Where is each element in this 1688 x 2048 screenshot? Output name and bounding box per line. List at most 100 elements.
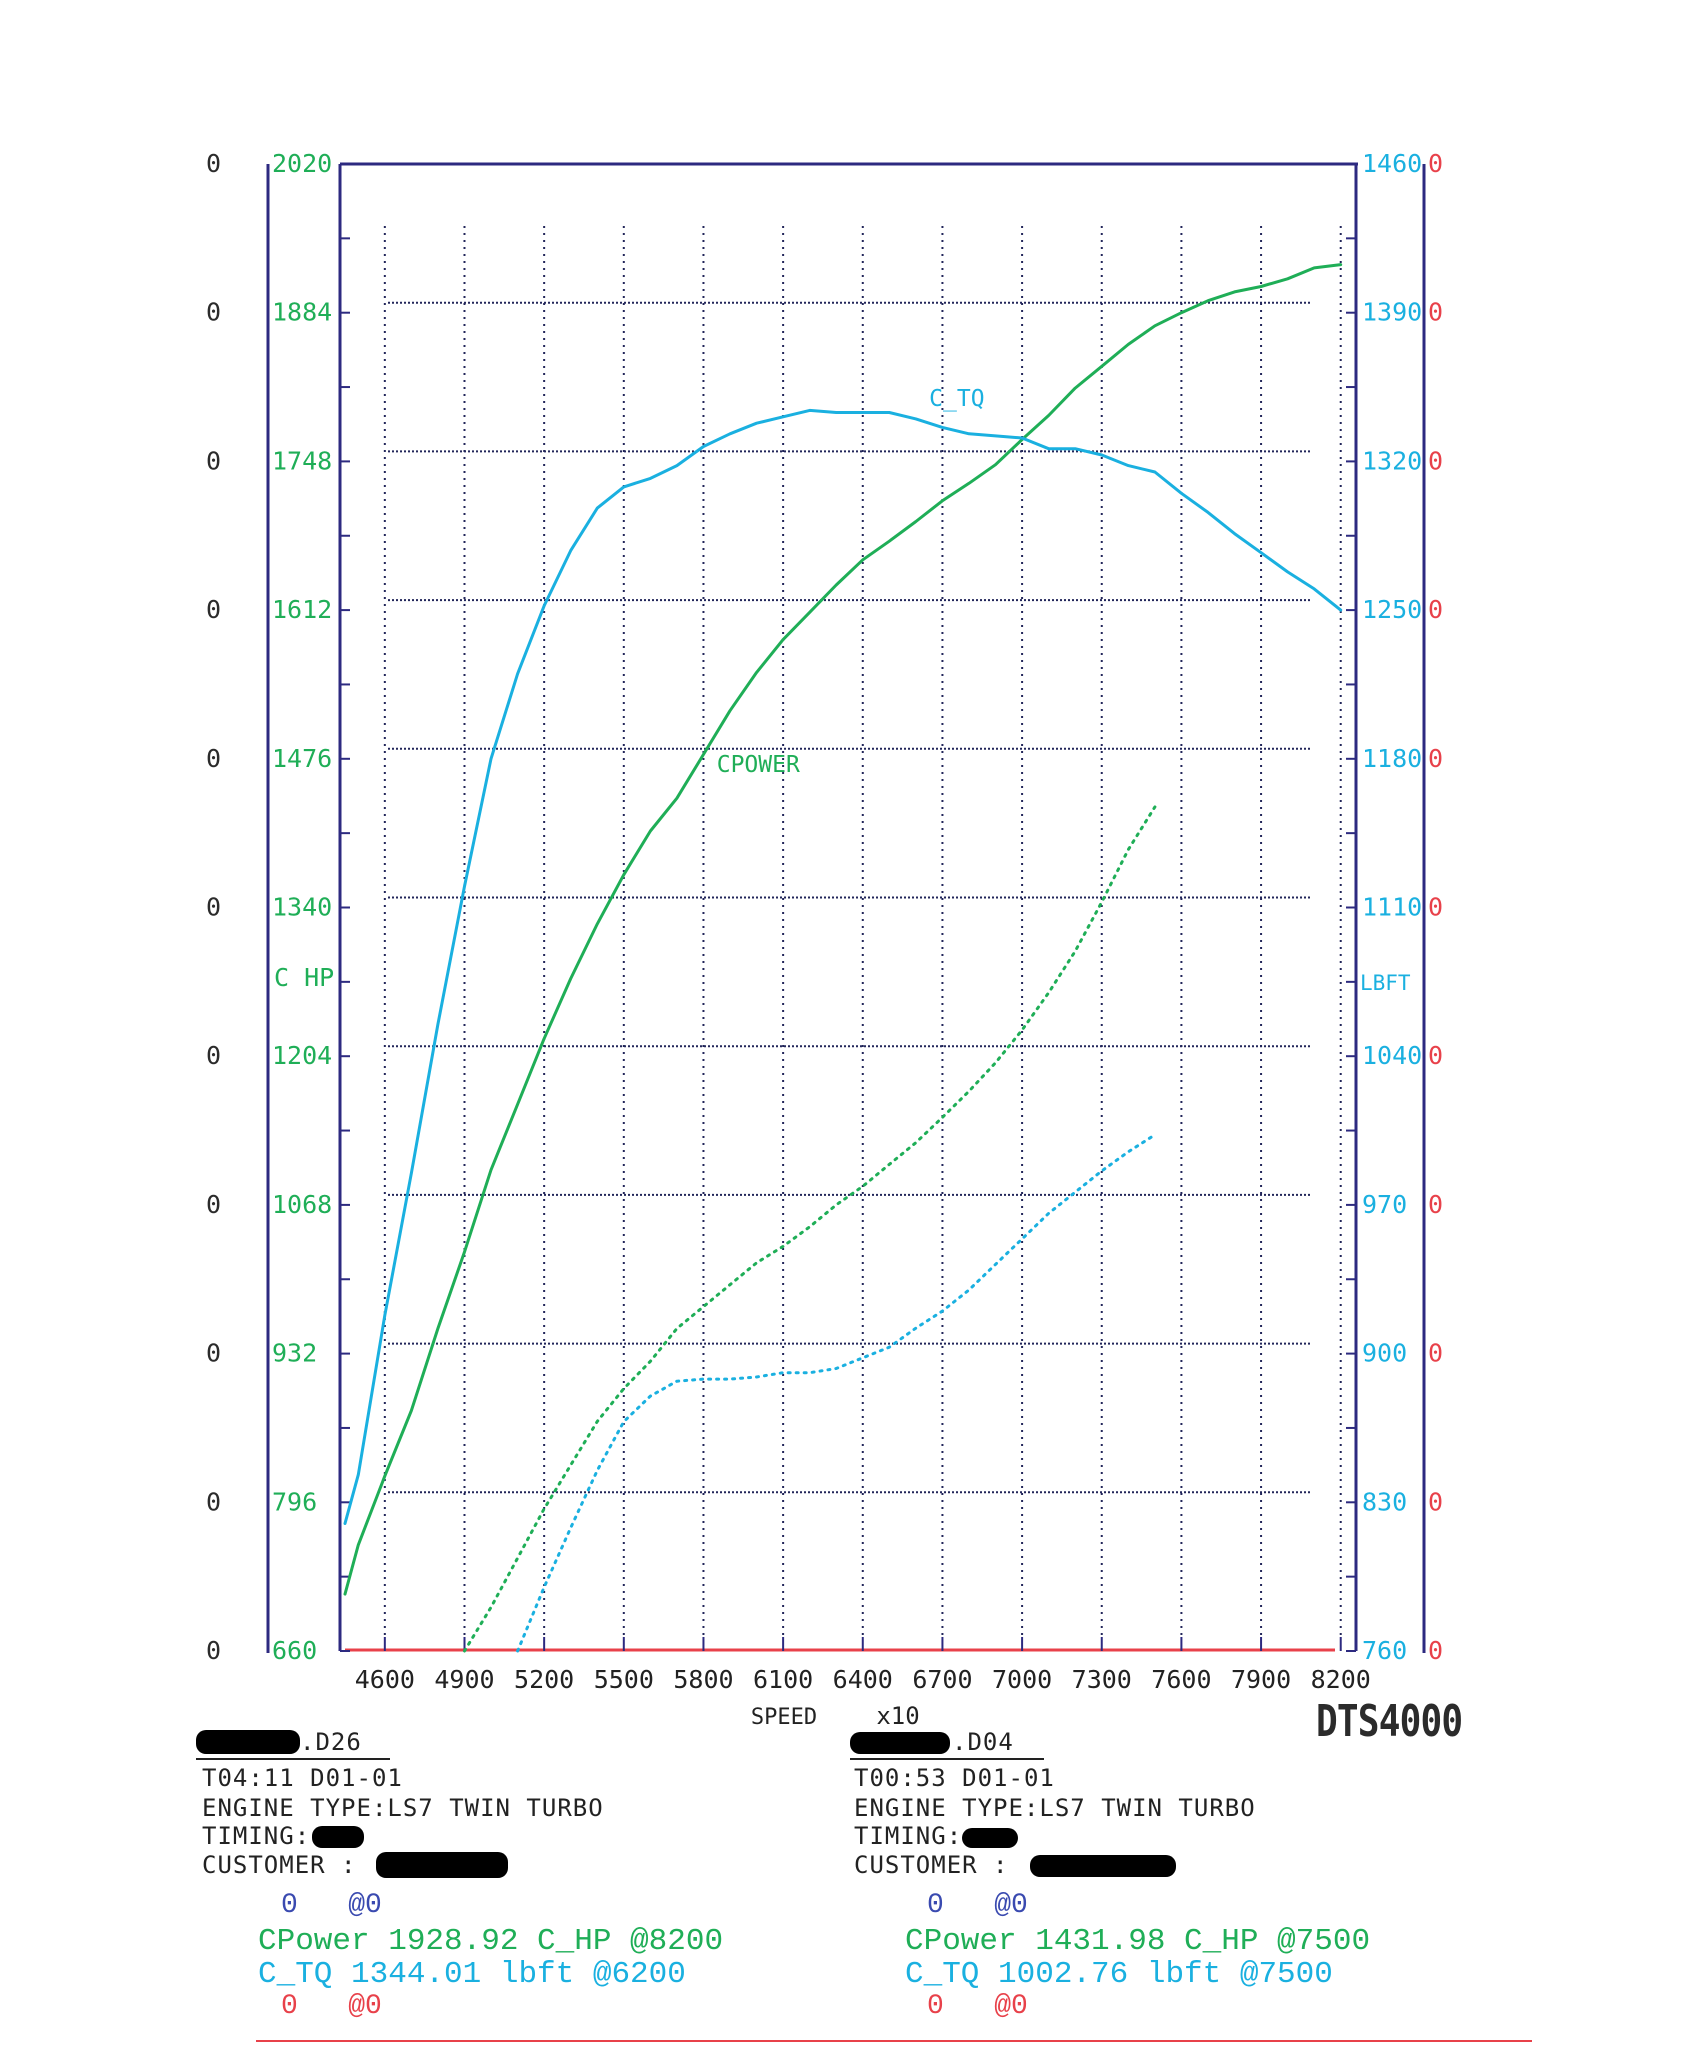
right-tick-label: 760	[1362, 1636, 1407, 1665]
left-tick-label: 932	[272, 1339, 317, 1368]
series-line-cpower-solid	[343, 263, 1343, 1596]
run-2-red-line: 0 @0	[927, 1991, 1028, 2022]
run-1-red-line: 0 @0	[281, 1991, 382, 2022]
run-1-engine-value: LS7 TWIN TURBO	[387, 1794, 604, 1822]
x-tick-label: 7600	[1151, 1665, 1211, 1694]
right-tick-label: 900	[1362, 1339, 1407, 1368]
redaction-mark	[376, 1852, 508, 1878]
redaction-mark	[850, 1732, 950, 1754]
x-tick-label: 4900	[434, 1665, 494, 1694]
run-2-time: T00:53 D01-01	[854, 1764, 1055, 1792]
run-1-engine-label: ENGINE TYPE:	[202, 1794, 388, 1822]
run-1-engine: ENGINE TYPE:LS7 TWIN TURBO	[202, 1794, 604, 1822]
redaction-mark	[1030, 1855, 1176, 1877]
grid-lines	[383, 226, 1342, 1640]
redaction-mark	[962, 1828, 1018, 1848]
x-tick-label: 8200	[1311, 1665, 1371, 1694]
left-zero-label: 0	[206, 744, 221, 773]
run-2-engine-value: LS7 TWIN TURBO	[1039, 1794, 1256, 1822]
run-1-file-underline	[196, 1758, 390, 1760]
left-zero-label: 0	[206, 595, 221, 624]
left-zero-label: 0	[206, 446, 221, 475]
series-group	[343, 263, 1343, 1653]
redaction-mark	[196, 1730, 300, 1754]
right-zero-label: 0	[1428, 1636, 1443, 1665]
run-1-timing: TIMING:	[202, 1822, 311, 1850]
x-tick-label: 6700	[912, 1665, 972, 1694]
right-zero-label: 0	[1428, 149, 1443, 178]
run-2-power-result: CPower 1431.98 C_HP @7500	[905, 1924, 1371, 1959]
run-2-engine: ENGINE TYPE:LS7 TWIN TURBO	[854, 1794, 1256, 1822]
left-axis-label: C HP	[274, 963, 334, 992]
run-2-blue-line: 0 @0	[927, 1890, 1028, 1921]
model-label: DTS4000	[1316, 1696, 1463, 1747]
left-tick-label: 1340	[272, 893, 332, 922]
right-zero-label: 0	[1428, 298, 1443, 327]
right-zero-label: 0	[1428, 744, 1443, 773]
left-zero-label: 0	[206, 149, 221, 178]
series-line-c-tq-solid	[343, 408, 1343, 1525]
run-2-file-underline	[850, 1758, 1044, 1760]
right-zero-label: 0	[1428, 1041, 1443, 1070]
right-zero-label: 0	[1428, 1190, 1443, 1219]
left-tick-label: 1612	[272, 595, 332, 624]
left-zero-label: 0	[206, 893, 221, 922]
left-tick-label: 1884	[272, 298, 332, 327]
x-tick-label: 5800	[673, 1665, 733, 1694]
x-tick-label: 6400	[833, 1665, 893, 1694]
right-axis-label: LBFT	[1360, 971, 1411, 995]
annotation-label: C_TQ	[929, 386, 984, 412]
x-tick-label: 4600	[355, 1665, 415, 1694]
right-tick-label: 1180	[1362, 744, 1422, 773]
run-1-customer: CUSTOMER :	[202, 1851, 357, 1879]
right-tick-label: 1040	[1362, 1041, 1422, 1070]
run-2-timing: TIMING:	[854, 1822, 963, 1850]
right-tick-label: 1390	[1362, 298, 1422, 327]
left-zero-label: 0	[206, 1487, 221, 1516]
x-tick-label: 7000	[992, 1665, 1052, 1694]
left-tick-label: 660	[272, 1636, 317, 1665]
x-tick-label: 7900	[1231, 1665, 1291, 1694]
right-tick-label: 1320	[1362, 446, 1422, 475]
series-line-cpower-dotted	[463, 805, 1157, 1653]
x-tick-label: 5200	[514, 1665, 574, 1694]
left-zero-label: 0	[206, 1339, 221, 1368]
x-axis-label: SPEED	[751, 1705, 817, 1730]
run-1-power-result: CPower 1928.92 C_HP @8200	[258, 1924, 724, 1959]
x-tick-label: 7300	[1072, 1665, 1132, 1694]
run-2-engine-label: ENGINE TYPE:	[854, 1794, 1040, 1822]
left-tick-label: 796	[272, 1487, 317, 1516]
left-tick-label: 1204	[272, 1041, 332, 1070]
run-1-time: T04:11 D01-01	[202, 1764, 403, 1792]
footer-rule	[256, 2040, 1532, 2042]
axis-text: 660 0 796 0 932 0 1068 0 1204 0 1340 0 1476 0 1612 0 174…	[206, 149, 1443, 1730]
left-zero-label: 0	[206, 1041, 221, 1070]
right-tick-label: 830	[1362, 1487, 1407, 1516]
right-tick-label: 1110	[1362, 893, 1422, 922]
left-tick-label: 1748	[272, 446, 332, 475]
run-2-file: .D04	[952, 1728, 1014, 1756]
right-tick-label: 1460	[1362, 149, 1422, 178]
left-tick-label: 2020	[272, 149, 332, 178]
series-line-c-tq-dotted	[516, 1133, 1157, 1653]
left-zero-label: 0	[206, 1190, 221, 1219]
x-axis-unit: x10	[876, 1702, 919, 1730]
right-zero-label: 0	[1428, 1339, 1443, 1368]
run-2-customer: CUSTOMER :	[854, 1851, 1009, 1879]
x-tick-label: 6100	[753, 1665, 813, 1694]
right-zero-label: 0	[1428, 893, 1443, 922]
run-1-file: .D26	[300, 1728, 362, 1756]
right-zero-label: 0	[1428, 446, 1443, 475]
right-tick-label: 970	[1362, 1190, 1407, 1219]
left-tick-label: 1476	[272, 744, 332, 773]
run-1-blue-line: 0 @0	[281, 1890, 382, 1921]
x-tick-label: 5500	[594, 1665, 654, 1694]
left-tick-label: 1068	[272, 1190, 332, 1219]
left-zero-label: 0	[206, 298, 221, 327]
right-zero-label: 0	[1428, 595, 1443, 624]
right-tick-label: 1250	[1362, 595, 1422, 624]
run-1-torque-result: C_TQ 1344.01 lbft @6200	[258, 1957, 686, 1992]
plot-frame	[266, 162, 1426, 1653]
right-zero-label: 0	[1428, 1487, 1443, 1516]
